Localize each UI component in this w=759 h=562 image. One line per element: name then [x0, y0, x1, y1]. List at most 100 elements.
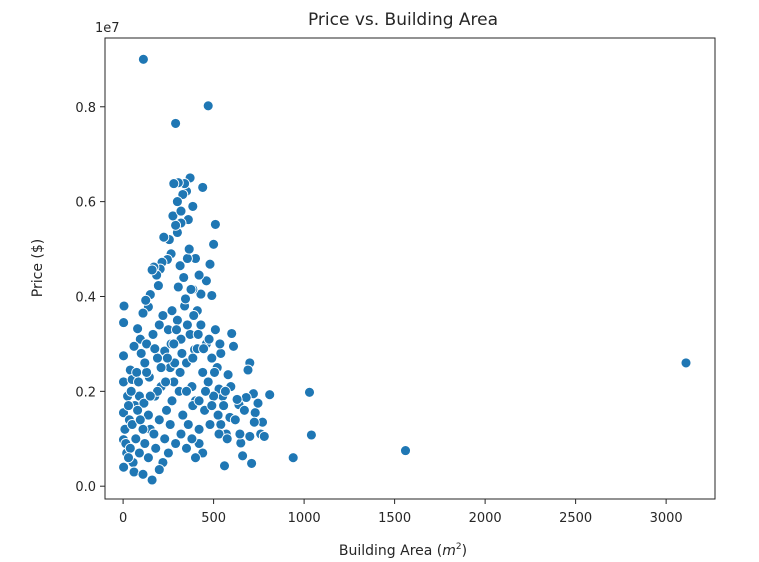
data-point [182, 419, 194, 430]
data-point [258, 430, 270, 442]
data-point [209, 218, 221, 230]
data-point [160, 376, 172, 388]
data-point [161, 404, 172, 416]
x-tick-label: 2500 [559, 511, 592, 526]
data-point [202, 376, 214, 388]
x-tick-label: 500 [201, 511, 226, 526]
data-point [172, 281, 184, 293]
y-axis-label: Price ($) [30, 239, 46, 297]
data-point [219, 460, 230, 472]
data-point [181, 319, 193, 331]
data-point [206, 352, 218, 364]
data-point [228, 340, 239, 352]
data-point [187, 352, 199, 364]
data-point [174, 366, 186, 378]
data-point [157, 310, 169, 321]
data-point [206, 400, 218, 412]
data-point [166, 305, 178, 317]
data-point [680, 357, 692, 369]
y-tick-label: 0.0 [75, 480, 96, 495]
data-point [137, 468, 149, 480]
data-point [215, 347, 227, 359]
data-point [142, 409, 154, 421]
data-point [202, 100, 214, 112]
data-point [188, 310, 200, 321]
data-point [128, 340, 140, 352]
data-point [187, 200, 199, 212]
data-point [131, 366, 143, 378]
data-point [400, 445, 411, 457]
data-point [170, 219, 182, 231]
data-point [181, 442, 192, 454]
x-axis-label: Building Area (m2) [339, 542, 467, 559]
data-point [123, 452, 134, 464]
data-point [170, 117, 182, 129]
data-point [304, 386, 315, 398]
chart-title: Price vs. Building Area [308, 10, 498, 30]
data-point [167, 210, 179, 222]
data-point [209, 324, 221, 336]
data-point [305, 429, 317, 441]
data-point [142, 452, 154, 464]
data-point [171, 314, 183, 326]
data-point [180, 293, 191, 305]
data-point [219, 385, 231, 397]
data-point [212, 409, 224, 421]
data-point [118, 461, 130, 473]
data-point [206, 290, 218, 301]
data-point [287, 452, 299, 464]
data-point [181, 385, 192, 397]
data-point [139, 357, 151, 369]
data-point [125, 385, 137, 397]
data-point [264, 389, 276, 401]
data-point [186, 433, 198, 445]
x-tick-label: 1000 [288, 511, 321, 526]
data-point [153, 464, 165, 476]
data-point [146, 264, 158, 276]
data-point [185, 283, 197, 295]
data-point [164, 419, 176, 430]
data-point [214, 338, 226, 350]
data-point [234, 428, 246, 440]
data-point [193, 395, 205, 407]
data-point [118, 317, 130, 329]
data-point [140, 294, 152, 306]
data-point [150, 442, 162, 454]
data-point [168, 338, 180, 350]
data-point [171, 324, 182, 336]
data-point [159, 433, 171, 445]
data-point [126, 419, 138, 430]
data-point [193, 423, 205, 435]
data-point [235, 437, 247, 449]
data-point [148, 428, 160, 440]
data-point [246, 457, 258, 469]
data-point [155, 362, 167, 374]
data-point [203, 333, 215, 345]
y-tick-label: 0.6 [75, 196, 96, 211]
data-point [226, 328, 238, 339]
x-axis-ticks: 0 500 1000 1500 2000 2500 3000 [119, 499, 683, 526]
data-point [183, 243, 195, 255]
plot-frame [104, 37, 716, 500]
data-point [197, 366, 209, 378]
data-point [146, 474, 158, 486]
data-point [221, 433, 233, 445]
data-point [133, 447, 145, 459]
data-point [149, 343, 161, 355]
data-point [147, 328, 159, 340]
data-point [177, 409, 189, 421]
data-point [208, 238, 220, 250]
data-point [134, 414, 146, 426]
x-tick-label: 2000 [469, 511, 502, 526]
data-point [133, 376, 144, 388]
data-point [171, 196, 183, 208]
data-point [137, 307, 149, 319]
data-point [123, 400, 134, 412]
data-point [231, 393, 243, 405]
data-point [152, 280, 164, 292]
data-point [175, 205, 187, 217]
y-axis-ticks: 0.0 0.2 0.4 0.6 0.8 [75, 101, 105, 495]
data-point [168, 178, 180, 190]
data-point [244, 430, 256, 442]
